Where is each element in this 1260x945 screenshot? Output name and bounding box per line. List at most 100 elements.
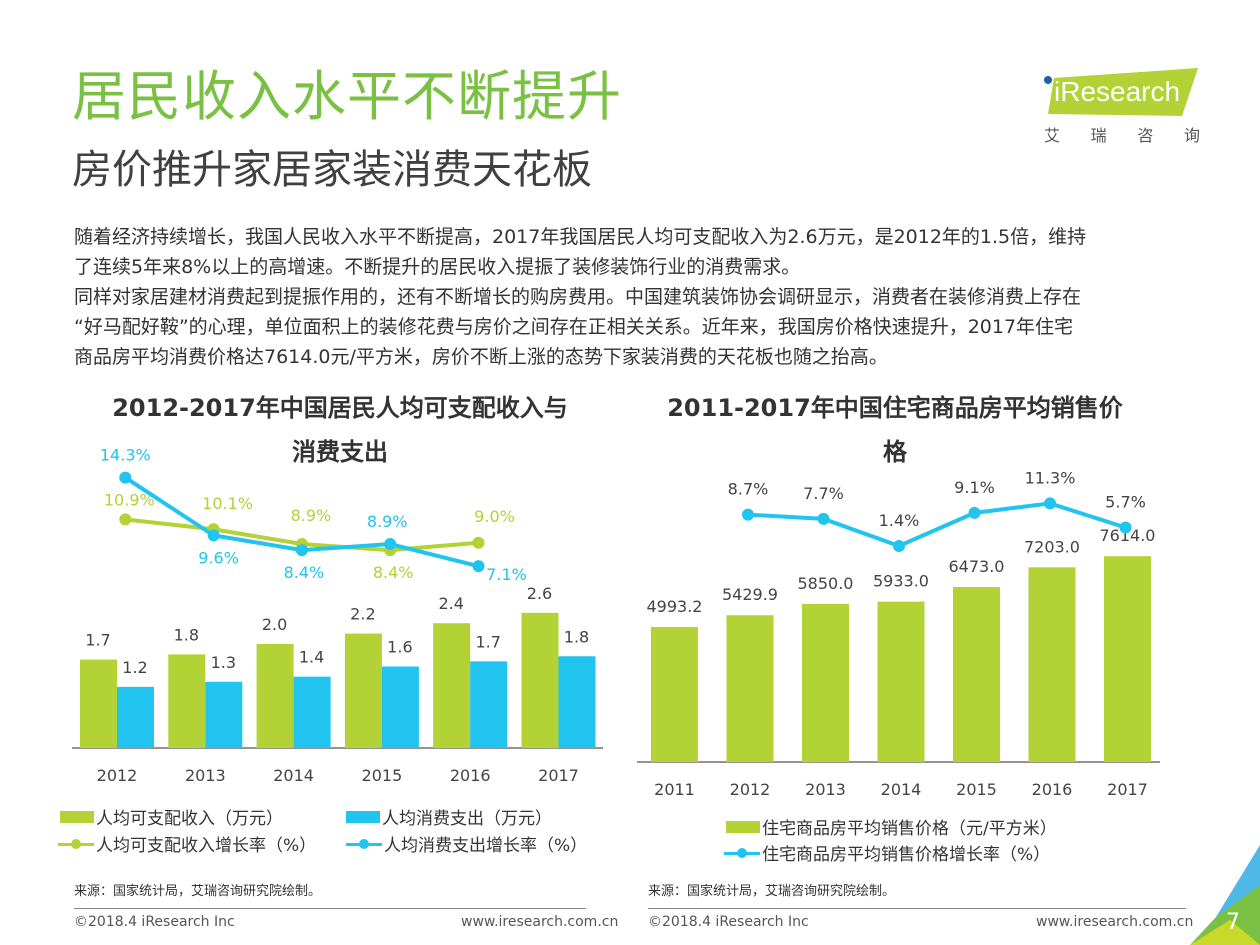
bar-price — [953, 587, 1000, 762]
chart1-title: 2012-2017年中国居民人均可支配收入与 消费支出 — [80, 386, 600, 474]
footer-divider — [648, 908, 1186, 909]
bar-label-price: 7614.0 — [1100, 526, 1156, 545]
income-growth-label: 8.9% — [291, 506, 332, 525]
bar-label-price: 5933.0 — [873, 572, 929, 591]
logo-band-shape — [1048, 68, 1198, 116]
consumption-growth-point — [207, 529, 220, 542]
legend-label: 人均消费支出增长率（%） — [384, 836, 588, 856]
bar-label-consumption: 1.8 — [564, 627, 589, 646]
logo-cn-char: 咨 — [1137, 126, 1154, 145]
chart1-title-line1: 2012-2017年中国居民人均可支配收入与 — [112, 394, 568, 422]
bar-label-consumption: 1.6 — [387, 637, 412, 656]
logo-cn-char: 瑞 — [1090, 126, 1107, 145]
price-growth-label: 1.4% — [879, 511, 920, 530]
bar-income — [168, 654, 206, 748]
bar-label-consumption: 1.2 — [122, 658, 147, 677]
x-tick-label: 2015 — [956, 780, 997, 799]
legend-item-price-growth: 住宅商品房平均销售价格增长率（%） — [724, 840, 1050, 865]
intro-paragraph: 随着经济持续增长，我国人民收入水平不断提高，2017年我国居民人均可支配收入为2… — [74, 222, 1204, 372]
chart1-source: 来源：国家统计局，艾瑞咨询研究院绘制。 — [74, 884, 322, 899]
legend-swatch-line — [58, 838, 94, 850]
bar-price — [877, 601, 925, 762]
consumption-growth-label: 8.4% — [284, 563, 325, 582]
legend-label: 人均可支配收入（万元） — [96, 809, 283, 829]
consumption-growth-point — [384, 538, 397, 550]
price-growth-label: 9.1% — [954, 478, 995, 497]
bar-consumption — [558, 656, 596, 748]
bar-label-income: 1.8 — [174, 625, 199, 644]
chart1-title-line2: 消费支出 — [292, 438, 388, 466]
price-growth-point — [893, 539, 905, 552]
bar-price — [1028, 567, 1076, 762]
x-tick-label: 2014 — [273, 766, 314, 785]
x-tick-label: 2017 — [538, 766, 579, 785]
bar-label-income: 2.4 — [438, 594, 463, 613]
bar-consumption — [470, 661, 508, 748]
page-subtitle: 房价推升家居家装消费天花板 — [72, 147, 592, 193]
x-tick-label: 2013 — [805, 780, 846, 799]
bar-consumption — [293, 676, 331, 748]
legend-item-consumption: 人均消费支出（万元） — [346, 804, 552, 829]
bar-income — [80, 659, 117, 748]
footer-copyright: ©2018.4 iResearch Inc — [74, 914, 235, 930]
x-tick-label: 2015 — [362, 766, 403, 785]
logo-brand-text: iResearch — [1054, 76, 1181, 107]
bar-income — [521, 612, 559, 748]
bar-label-consumption: 1.7 — [475, 632, 500, 651]
consumption-growth-label: 9.6% — [198, 548, 239, 567]
chart2-housing-price: 4993.2 2011 5429.9 2012 5850.0 2013 5933.0 2014… — [637, 468, 1160, 799]
legend-item-price: 住宅商品房平均销售价格（元/平方米） — [726, 814, 1057, 839]
price-growth-label: 5.7% — [1105, 492, 1146, 511]
bar-label-price: 4993.2 — [647, 597, 703, 616]
bar-label-income: 2.6 — [527, 584, 552, 603]
x-tick-label: 2016 — [450, 766, 491, 785]
price-growth-point — [817, 512, 830, 525]
consumption-growth-point — [295, 544, 308, 557]
income-growth-label: 8.4% — [373, 563, 414, 582]
paragraph-line: 同样对家居建材消费起到提振作用的，还有不断增长的购房费用。中国建筑装饰协会调研显… — [74, 286, 1082, 308]
consumption-growth-label: 7.1% — [486, 565, 527, 584]
bar-price — [1104, 556, 1151, 762]
chart2-title-line1: 2011-2017年中国住宅商品房平均销售价 — [667, 394, 1123, 422]
bar-income — [433, 623, 471, 748]
income-growth-label: 10.1% — [202, 494, 253, 513]
bar-label-consumption: 1.3 — [211, 653, 236, 672]
paragraph-line: 了连续5年来8%以上的高增速。不断提升的居民收入提振了装修装饰行业的消费需求。 — [74, 256, 801, 278]
legend-label: 住宅商品房平均销售价格增长率（%） — [762, 845, 1051, 865]
consumption-growth-label: 14.3% — [100, 446, 151, 465]
bar-consumption — [381, 666, 419, 748]
paragraph-line: “好马配好鞍”的心理，单位面积上的装修花费与房价之间存在正相关关系。近年来，我国… — [74, 316, 1074, 338]
bar-label-price: 7203.0 — [1024, 537, 1080, 556]
income-growth-label: 10.9% — [104, 490, 155, 509]
footer-copyright: ©2018.4 iResearch Inc — [648, 914, 809, 930]
bar-price — [802, 603, 849, 762]
income-growth-point — [119, 513, 132, 526]
chart2-title: 2011-2017年中国住宅商品房平均销售价 格 — [640, 386, 1150, 474]
x-tick-label: 2016 — [1032, 780, 1073, 799]
footer-website[interactable]: www.iresearch.com.cn — [461, 914, 619, 930]
price-growth-point — [968, 506, 981, 519]
legend-label: 人均消费支出（万元） — [382, 809, 552, 829]
chart1-income-consumption: 1.7 1.2 2012 1.8 1.3 2013 2.0 1.4 2014 2.2 1.6 2015… — [72, 446, 603, 785]
bar-income — [256, 644, 294, 748]
logo-cn-char: 艾 — [1044, 126, 1061, 145]
legend-swatch-bar — [60, 810, 94, 823]
income-growth-label: 9.0% — [474, 507, 515, 526]
x-tick-label: 2013 — [185, 766, 226, 785]
price-growth-point — [1119, 521, 1132, 534]
price-growth-point — [1044, 497, 1056, 510]
paragraph-line: 商品房平均消费价格达7614.0元/平方米，房价不断上涨的态势下家装消费的天花板… — [74, 346, 888, 368]
footer-website[interactable]: www.iresearch.com.cn — [1036, 914, 1194, 930]
paragraph-line: 随着经济持续增长，我国人民收入水平不断提高，2017年我国居民人均可支配收入为2… — [74, 226, 1087, 248]
x-tick-label: 2017 — [1107, 780, 1148, 799]
bar-label-consumption: 1.4 — [299, 648, 324, 667]
page-number: 7 — [1226, 910, 1240, 935]
x-tick-label: 2011 — [654, 780, 695, 799]
consumption-growth-point — [119, 471, 132, 484]
bar-label-income: 2.0 — [262, 615, 287, 634]
bar-label-income: 2.2 — [350, 605, 375, 624]
logo-dot-icon — [1044, 76, 1052, 84]
bar-label-income: 1.7 — [85, 631, 110, 650]
bar-consumption — [117, 686, 154, 748]
price-growth-label: 8.7% — [728, 480, 769, 499]
